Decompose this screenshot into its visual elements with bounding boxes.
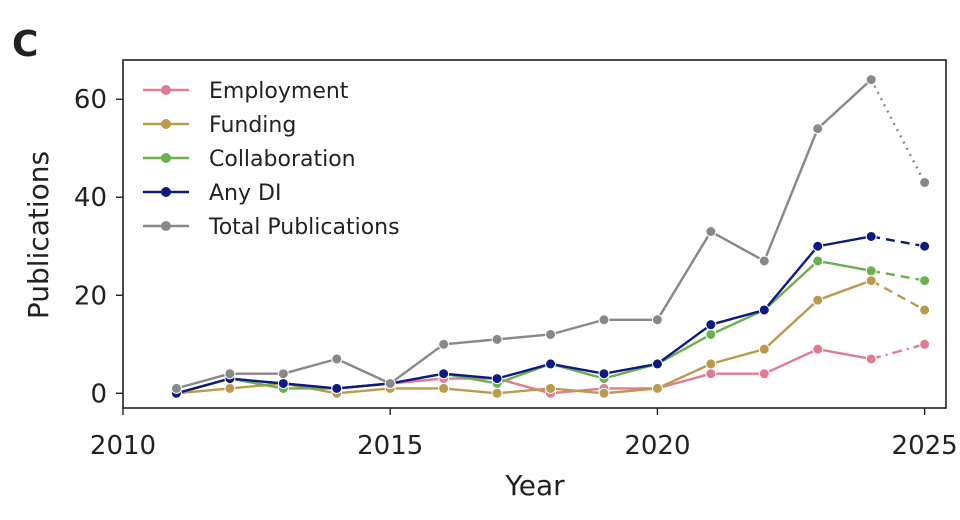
data-point — [812, 343, 824, 355]
series-line — [176, 78, 872, 390]
legend-item: Total Publications — [143, 215, 400, 240]
data-point — [545, 382, 557, 394]
legend-item: Employment — [143, 79, 349, 104]
data-point — [705, 358, 717, 370]
legend-label: Funding — [209, 113, 296, 138]
data-point — [598, 314, 610, 326]
legend-swatch-marker — [161, 153, 171, 163]
data-point — [919, 304, 931, 316]
plot-area: 2010 2015 2020 2025 0 20 40 60 — [74, 59, 958, 461]
legend: Employment Funding Collaboration Any DI Tota… — [143, 79, 400, 240]
data-point — [812, 240, 824, 252]
panel-label: C — [12, 24, 38, 65]
data-point — [865, 265, 877, 277]
data-point — [919, 177, 931, 189]
data-point — [545, 328, 557, 340]
data-point — [331, 382, 343, 394]
data-point — [758, 343, 770, 355]
data-point — [545, 358, 557, 370]
data-point — [384, 377, 396, 389]
data-point — [812, 255, 824, 267]
legend-label: Any DI — [209, 181, 281, 206]
data-point — [865, 74, 877, 86]
data-point — [865, 230, 877, 242]
series-projection-line — [870, 269, 925, 282]
legend-item: Collaboration — [143, 147, 356, 172]
series-projection-line — [870, 343, 925, 361]
axes-frame — [122, 59, 947, 409]
x-tick-label: 2015 — [357, 431, 423, 461]
data-point — [758, 304, 770, 316]
legend-label: Collaboration — [209, 147, 356, 172]
legend-swatch-marker — [161, 85, 171, 95]
legend-item: Any DI — [143, 181, 281, 206]
data-point — [651, 382, 663, 394]
legend-label: Total Publications — [208, 215, 400, 240]
data-point — [705, 368, 717, 380]
y-axis-label: Publications — [22, 151, 55, 319]
data-point — [812, 123, 824, 135]
data-point — [758, 368, 770, 380]
y-tick-label: 40 — [74, 183, 107, 213]
legend-swatch-marker — [161, 221, 171, 231]
data-point — [170, 382, 182, 394]
data-point — [438, 368, 450, 380]
y-tick-label: 20 — [74, 281, 107, 311]
series-line — [176, 235, 872, 395]
data-point — [812, 294, 824, 306]
data-point — [705, 328, 717, 340]
series-projection-line — [870, 279, 926, 312]
series-total-publications — [170, 74, 931, 394]
data-point — [438, 338, 450, 350]
legend-swatch-marker — [161, 119, 171, 129]
legend-label: Employment — [209, 79, 349, 104]
x-tick-label: 2020 — [624, 431, 690, 461]
data-point — [277, 368, 289, 380]
data-point — [224, 382, 236, 394]
data-point — [919, 338, 931, 350]
data-point — [919, 275, 931, 287]
data-point — [224, 368, 236, 380]
data-point — [491, 387, 503, 399]
data-point — [277, 377, 289, 389]
data-point — [331, 353, 343, 365]
y-tick-label: 60 — [74, 85, 107, 115]
data-point — [491, 333, 503, 345]
data-point — [705, 319, 717, 331]
data-point — [919, 240, 931, 252]
x-tick-label: 2025 — [892, 431, 958, 461]
x-axis-label: Year — [504, 469, 565, 502]
series-line — [176, 259, 872, 395]
data-point — [651, 314, 663, 326]
data-point — [865, 353, 877, 365]
x-tick-label: 2010 — [90, 431, 156, 461]
series-projection-line — [870, 79, 926, 184]
data-point — [598, 368, 610, 380]
legend-item: Funding — [143, 113, 296, 138]
data-point — [491, 373, 503, 385]
data-point — [598, 387, 610, 399]
data-point — [705, 226, 717, 238]
legend-swatch-marker — [161, 187, 171, 197]
data-point — [865, 275, 877, 287]
data-point — [758, 255, 770, 267]
series-projection-line — [870, 235, 925, 248]
data-point — [651, 358, 663, 370]
y-tick-label: 0 — [90, 379, 107, 409]
data-point — [438, 382, 450, 394]
